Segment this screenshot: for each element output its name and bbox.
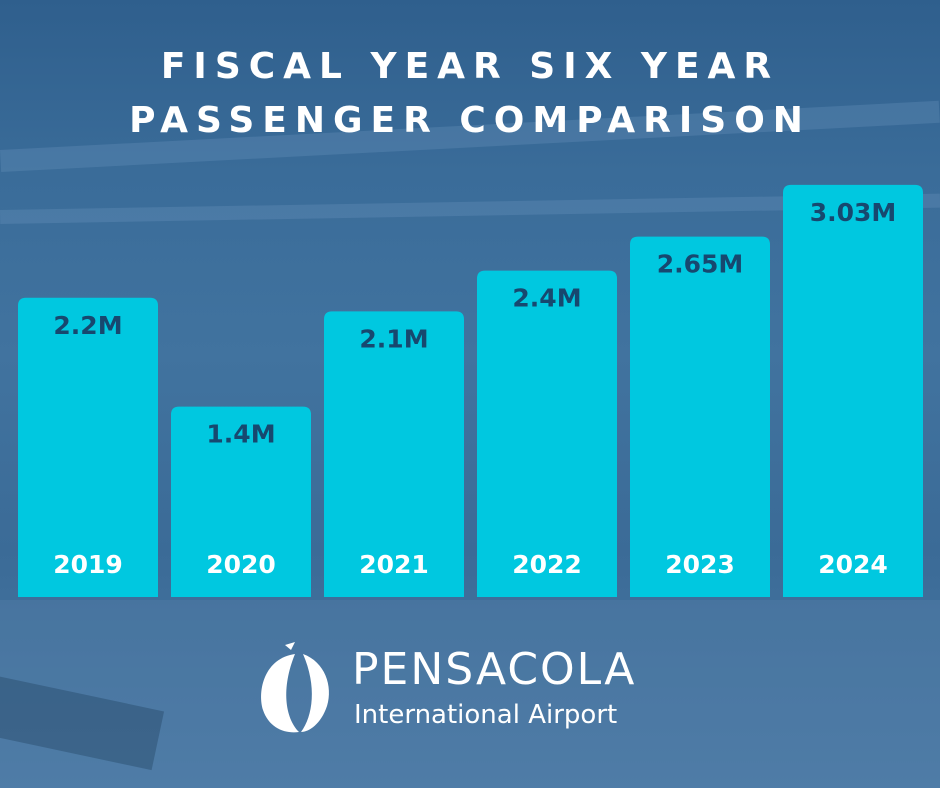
logo-name: PENSACOLA — [352, 644, 637, 695]
pensacola-logo: PENSACOLA International Airport — [255, 640, 655, 740]
category-label-2023: 2023 — [665, 550, 735, 579]
bar-value-label-2020: 1.4M — [206, 420, 275, 449]
category-label-2020: 2020 — [206, 550, 276, 579]
category-label-2021: 2021 — [359, 550, 429, 579]
bar-2021 — [324, 311, 464, 597]
bar-value-label-2022: 2.4M — [512, 284, 581, 313]
bar-value-label-2019: 2.2M — [53, 311, 122, 340]
bar-value-label-2023: 2.65M — [657, 250, 744, 279]
bar-value-label-2021: 2.1M — [359, 324, 428, 353]
bar-2022 — [477, 270, 617, 597]
logo-subtitle: International Airport — [354, 700, 618, 730]
bar-2024 — [783, 184, 923, 598]
chart-title-line-1: FISCAL YEAR SIX YEAR — [160, 46, 780, 87]
category-label-2022: 2022 — [512, 550, 582, 579]
bar-2019 — [18, 297, 158, 597]
category-label-2019: 2019 — [53, 550, 123, 579]
bar-2023 — [630, 236, 770, 597]
pensacola-logo-mark-icon — [261, 642, 329, 733]
bar-value-label-2024: 3.03M — [810, 198, 897, 227]
category-label-2024: 2024 — [818, 550, 888, 579]
bar-2020 — [171, 406, 311, 597]
chart-title-line-2: PASSENGER COMPARISON — [129, 100, 811, 141]
